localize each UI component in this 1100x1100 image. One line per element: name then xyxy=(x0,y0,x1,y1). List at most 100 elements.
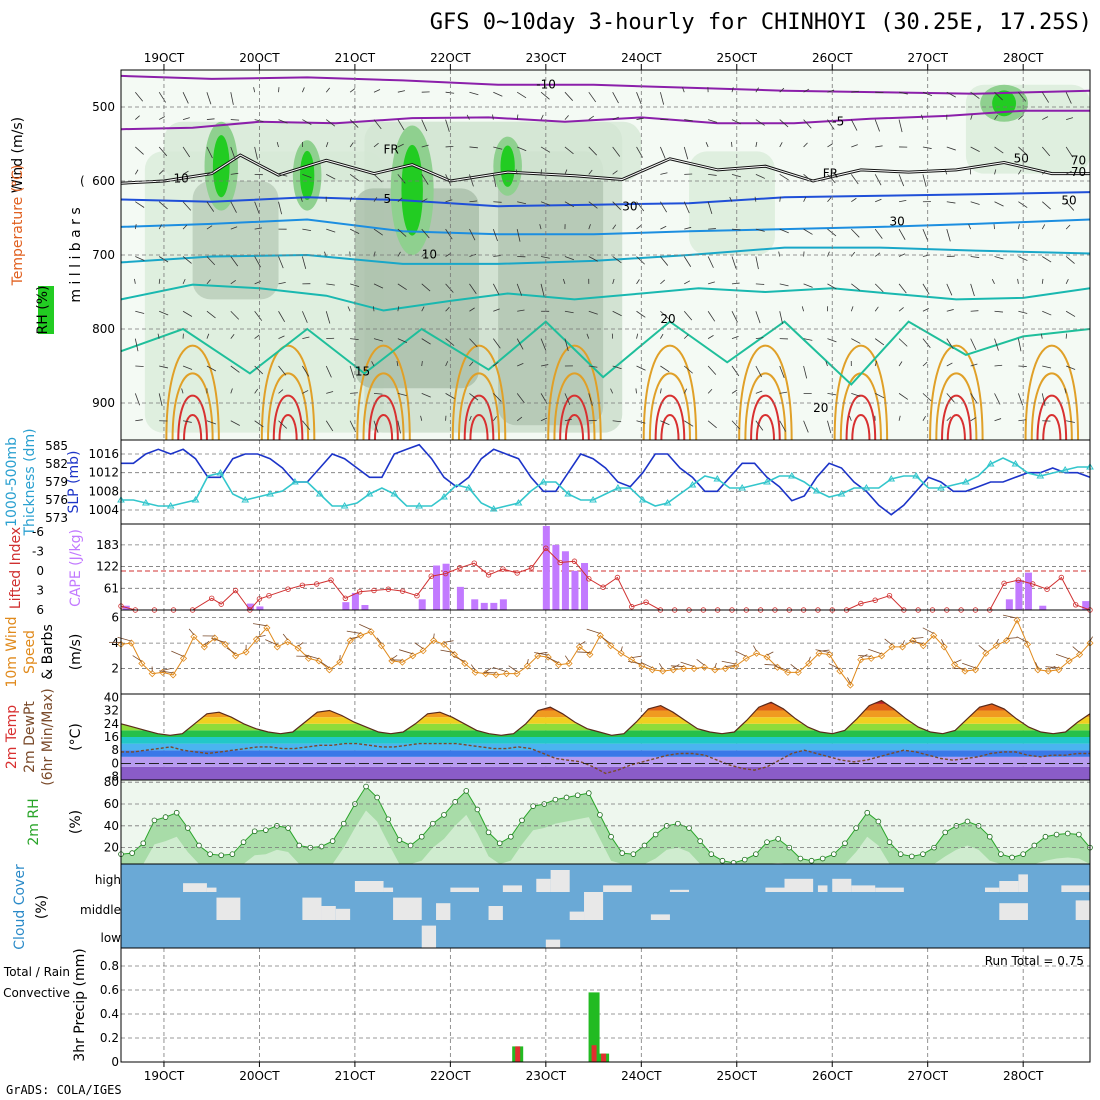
wind-marker xyxy=(127,639,135,647)
rh-tick: 80 xyxy=(104,775,119,789)
warm-isotherm xyxy=(272,394,304,441)
thickness-marker xyxy=(266,490,274,497)
wind-barb xyxy=(754,196,757,202)
wind-marker xyxy=(971,666,979,674)
wind-barb xyxy=(445,283,454,293)
wind-barb-10m xyxy=(162,667,172,671)
wind-barb-10m xyxy=(320,661,330,669)
wind-barb xyxy=(421,393,431,398)
wind-barb-10m xyxy=(868,648,882,655)
rh-marker xyxy=(496,840,503,847)
wind-barb xyxy=(134,338,139,352)
rh-marker xyxy=(563,794,570,801)
wind-barb xyxy=(682,87,685,93)
wind-marker xyxy=(398,658,406,666)
x-tick-label-bottom: 21OCT xyxy=(335,1069,376,1083)
thickness-marker xyxy=(589,496,597,503)
li-tick: 0 xyxy=(36,564,44,578)
wind-barb xyxy=(230,172,239,175)
rh-marker xyxy=(185,825,191,831)
wind-barb xyxy=(946,283,953,296)
wind-barb xyxy=(898,119,903,133)
wind-barb-10m xyxy=(346,630,361,634)
wind-barb xyxy=(278,119,288,124)
wind-barb xyxy=(1018,419,1026,422)
y-axis-label-temp4: (°C) xyxy=(68,723,84,751)
rh-marker xyxy=(296,842,303,849)
wind-barb xyxy=(469,307,475,312)
wind-barb xyxy=(874,306,879,312)
wind-barb xyxy=(684,280,691,285)
wind-barb xyxy=(230,146,236,160)
wind-barb xyxy=(326,173,336,180)
x-tick-label-top: 22OCT xyxy=(430,51,471,65)
thickness-marker xyxy=(688,481,697,488)
wind-barb xyxy=(946,201,956,204)
wind-marker xyxy=(190,633,198,641)
wind-barb xyxy=(254,310,263,321)
wind-barb xyxy=(1065,278,1069,285)
wind-barb xyxy=(515,169,518,175)
wind-barb xyxy=(755,256,759,270)
wind-barb xyxy=(397,119,405,131)
wind-barb xyxy=(182,365,193,370)
wind-marker xyxy=(763,653,771,661)
cloud-block xyxy=(1018,874,1028,892)
wind-barb xyxy=(660,388,662,394)
wind-marker xyxy=(273,643,281,651)
thickness-tick: 573 xyxy=(45,511,68,525)
wind-barb xyxy=(755,311,761,324)
wind-barb xyxy=(134,169,139,175)
wind-barb xyxy=(586,333,590,339)
rh-marker xyxy=(753,851,759,857)
wind-barb xyxy=(159,310,169,316)
warm-isotherm xyxy=(660,414,680,441)
rh-marker xyxy=(452,799,458,805)
thickness-marker xyxy=(887,475,896,482)
wind-barb xyxy=(922,393,932,402)
li-marker xyxy=(314,581,320,587)
wind-barb xyxy=(302,420,311,431)
wind-barb xyxy=(731,420,741,430)
rh-marker xyxy=(1020,851,1026,857)
li-marker xyxy=(442,570,449,577)
li-marker xyxy=(514,570,520,576)
cape-bar xyxy=(581,563,589,610)
wind-barb xyxy=(970,417,977,422)
rh-marker xyxy=(920,851,926,857)
y-axis-label-cloud: Cloud Cover xyxy=(12,864,28,950)
cape-tick: 122 xyxy=(96,560,119,574)
y-axis-label-rh2m: 2m RH xyxy=(26,798,42,845)
wind-marker xyxy=(784,668,792,676)
warm-isotherm xyxy=(547,344,602,441)
wind-marker xyxy=(711,666,719,674)
wind-marker xyxy=(377,642,386,650)
thickness-marker xyxy=(390,490,399,497)
warm-isotherm xyxy=(373,414,394,441)
wind-barb xyxy=(755,141,758,148)
wind-barb xyxy=(181,388,184,394)
wind-barb xyxy=(469,283,477,294)
wind-barb xyxy=(302,87,305,93)
precip-total-bar xyxy=(588,992,600,1062)
cape-bar xyxy=(490,602,498,610)
li-marker xyxy=(342,595,349,601)
rh-marker xyxy=(641,842,648,849)
thickness-marker xyxy=(763,478,771,485)
x-tick-label-top: 28OCT xyxy=(1003,51,1044,65)
wind-barb xyxy=(466,114,470,120)
wind-marker xyxy=(950,661,959,669)
wind-barb xyxy=(970,393,978,404)
li-marker xyxy=(643,599,649,605)
wind-barb xyxy=(684,420,694,427)
wind-barb xyxy=(230,310,240,320)
wind-barb xyxy=(445,228,453,240)
cloud-block xyxy=(302,897,322,920)
cloud-block xyxy=(354,881,384,892)
rh-marker xyxy=(418,833,425,840)
warm-isotherm xyxy=(935,372,978,441)
wind-barb xyxy=(564,169,568,175)
li-marker xyxy=(285,586,291,592)
cape-bar xyxy=(1039,605,1047,610)
rh-marker xyxy=(251,828,258,835)
